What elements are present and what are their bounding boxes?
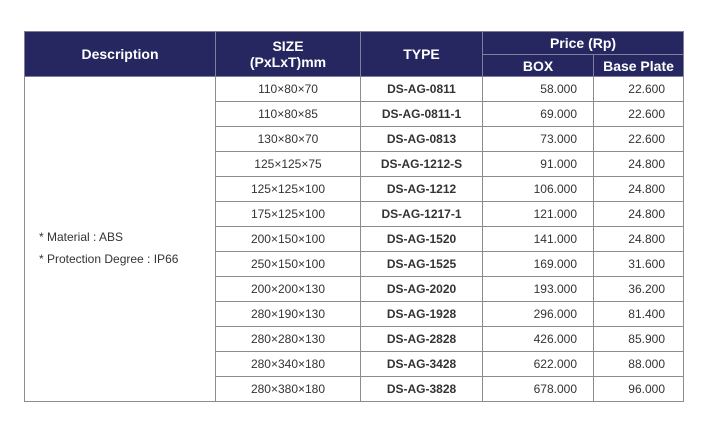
base-plate-price-cell: 22.600 (593, 101, 684, 127)
type-cell: DS-AG-1212-S (360, 151, 483, 177)
header-description: Description (24, 31, 216, 77)
type-cell: DS-AG-1928 (360, 301, 483, 327)
size-cell: 110×80×85 (215, 101, 361, 127)
size-cell: 130×80×70 (215, 126, 361, 152)
header-price: Price (Rp) (482, 31, 684, 55)
type-cell: DS-AG-1525 (360, 251, 483, 277)
material-note: * Material : ABS (39, 230, 124, 244)
base-plate-price-cell: 88.000 (593, 351, 684, 377)
box-price-cell: 141.000 (482, 226, 594, 252)
table-row: 280×190×130 DS-AG-1928 296.000 81.400 (25, 301, 684, 327)
size-cell: 200×150×100 (215, 226, 361, 252)
header-size-line2: (PxLxT)mm (249, 54, 327, 70)
header-type: TYPE (360, 31, 483, 77)
base-plate-price-cell: 85.900 (593, 326, 684, 352)
size-cell: 280×380×180 (215, 376, 361, 402)
box-price-cell: 58.000 (482, 76, 594, 102)
box-price-cell: 193.000 (482, 276, 594, 302)
box-price-cell: 91.000 (482, 151, 594, 177)
type-cell: DS-AG-3828 (360, 376, 483, 402)
base-plate-price-cell: 24.800 (593, 151, 684, 177)
size-cell: 200×200×130 (215, 276, 361, 302)
header-size: SIZE (PxLxT)mm (215, 31, 361, 77)
protection-note: * Protection Degree : IP66 (39, 252, 179, 266)
size-cell: 125×125×75 (215, 151, 361, 177)
table-row: 280×280×130 DS-AG-2828 426.000 85.900 (25, 326, 684, 352)
price-table: Description SIZE (PxLxT)mm TYPE Price (R… (24, 31, 684, 402)
box-price-cell: 622.000 (482, 351, 594, 377)
size-cell: 125×125×100 (215, 176, 361, 202)
header-base-plate: Base Plate (593, 54, 684, 77)
box-price-cell: 296.000 (482, 301, 594, 327)
base-plate-price-cell: 36.200 (593, 276, 684, 302)
type-cell: DS-AG-2828 (360, 326, 483, 352)
box-price-cell: 426.000 (482, 326, 594, 352)
table-row: 250×150×100 DS-AG-1525 169.000 31.600 (25, 251, 684, 277)
box-price-cell: 121.000 (482, 201, 594, 227)
size-cell: 250×150×100 (215, 251, 361, 277)
table-row: 125×125×100 DS-AG-1212 106.000 24.800 (25, 176, 684, 202)
base-plate-price-cell: 96.000 (593, 376, 684, 402)
table-row: 280×380×180 DS-AG-3828 678.000 96.000 (25, 376, 684, 402)
base-plate-price-cell: 24.800 (593, 176, 684, 202)
base-plate-price-cell: 81.400 (593, 301, 684, 327)
size-cell: 175×125×100 (215, 201, 361, 227)
box-price-cell: 678.000 (482, 376, 594, 402)
type-cell: DS-AG-0811 (360, 76, 483, 102)
type-cell: DS-AG-1520 (360, 226, 483, 252)
table-row: 130×80×70 DS-AG-0813 73.000 22.600 (25, 126, 684, 152)
type-cell: DS-AG-2020 (360, 276, 483, 302)
table-header: Description SIZE (PxLxT)mm TYPE Price (R… (24, 31, 684, 77)
type-cell: DS-AG-1212 (360, 176, 483, 202)
table-body: * Material : ABS * Protection Degree : IP… (24, 76, 684, 402)
base-plate-price-cell: 22.600 (593, 76, 684, 102)
base-plate-price-cell: 24.800 (593, 226, 684, 252)
box-price-cell: 73.000 (482, 126, 594, 152)
header-row-top: Description SIZE (PxLxT)mm TYPE Price (R… (24, 31, 684, 77)
base-plate-price-cell: 24.800 (593, 201, 684, 227)
type-cell: DS-AG-0813 (360, 126, 483, 152)
header-size-line1: SIZE (272, 38, 304, 54)
base-plate-price-cell: 31.600 (593, 251, 684, 277)
box-price-cell: 169.000 (482, 251, 594, 277)
size-cell: 280×280×130 (215, 326, 361, 352)
table-row: 200×150×100 DS-AG-1520 141.000 24.800 (25, 226, 684, 252)
table-row: * Material : ABS * Protection Degree : IP… (24, 76, 684, 402)
table-row: 280×340×180 DS-AG-3428 622.000 88.000 (25, 351, 684, 377)
box-price-cell: 106.000 (482, 176, 594, 202)
base-plate-price-cell: 22.600 (593, 126, 684, 152)
header-row-bottom: BOX Base Plate (25, 54, 684, 77)
type-cell: DS-AG-1217-1 (360, 201, 483, 227)
header-box: BOX (482, 54, 594, 77)
description-cell: * Material : ABS * Protection Degree : IP… (24, 76, 216, 402)
size-cell: 280×340×180 (215, 351, 361, 377)
table-row: 175×125×100 DS-AG-1217-1 121.000 24.800 (25, 201, 684, 227)
type-cell: DS-AG-0811-1 (360, 101, 483, 127)
table-row: 125×125×75 DS-AG-1212-S 91.000 24.800 (25, 151, 684, 177)
size-cell: 280×190×130 (215, 301, 361, 327)
type-cell: DS-AG-3428 (360, 351, 483, 377)
size-cell: 110×80×70 (215, 76, 361, 102)
box-price-cell: 69.000 (482, 101, 594, 127)
